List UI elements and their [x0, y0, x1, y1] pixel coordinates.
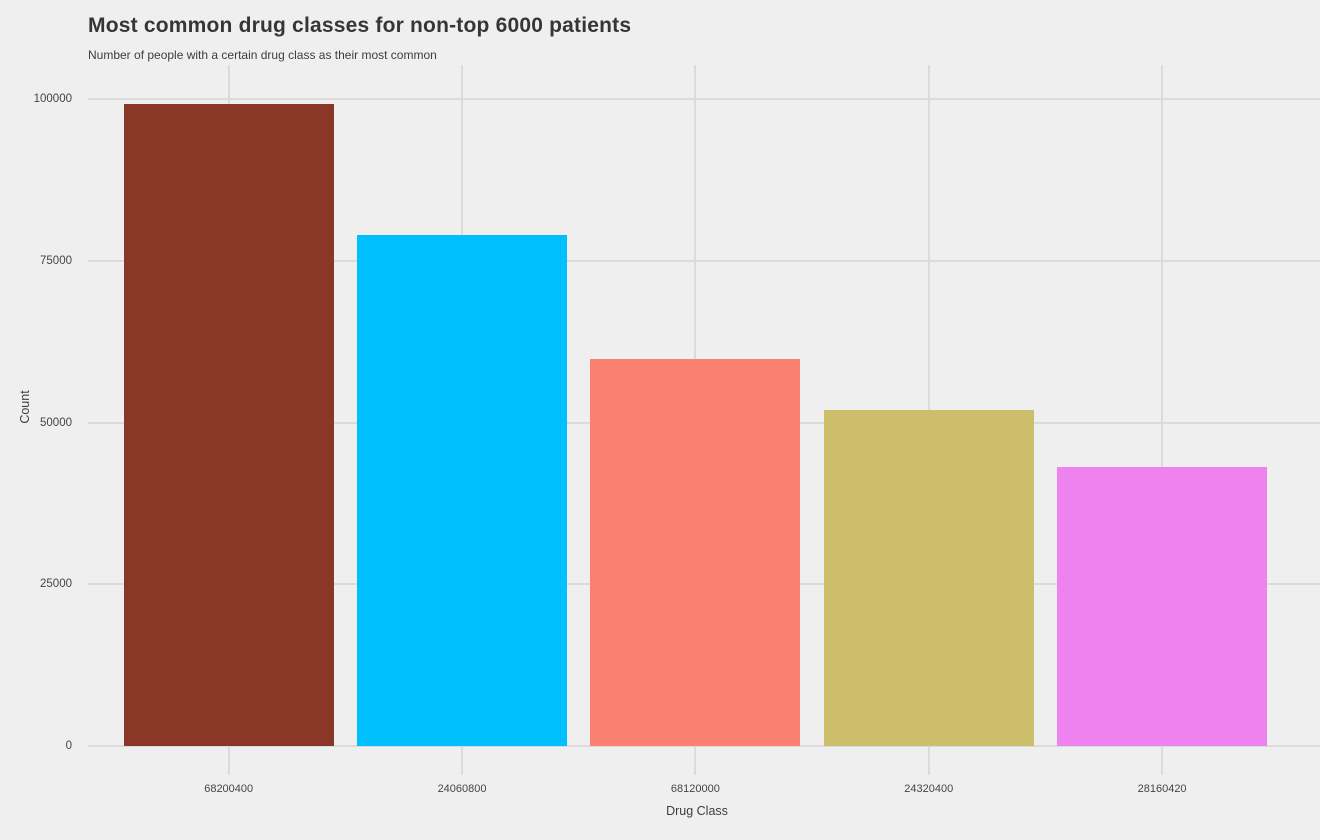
gridline-horizontal — [88, 259, 1320, 262]
x-axis-tick-label: 68120000 — [670, 783, 720, 795]
gridline-horizontal — [88, 745, 1320, 747]
chart-title: Most common drug classes for non-top 600… — [88, 14, 632, 37]
bar-68120000 — [590, 359, 801, 746]
y-axis-tick-label: 0 — [65, 740, 72, 752]
y-axis-tick-label: 25000 — [40, 578, 72, 591]
gridline-horizontal — [88, 98, 1320, 100]
y-axis-tick-label: 50000 — [40, 416, 72, 429]
x-axis-tick-label: 68200400 — [204, 783, 254, 795]
x-axis-tick-label: 24060800 — [437, 783, 487, 795]
bar-24060800 — [357, 234, 568, 746]
chart-subtitle: Number of people with a certain drug cla… — [88, 48, 437, 62]
x-axis-tick-label: 24320400 — [904, 783, 954, 795]
x-axis-title: Drug Class — [666, 804, 728, 818]
bar-28160420 — [1057, 467, 1268, 746]
bar-24320400 — [823, 410, 1034, 746]
y-axis-tick-label: 75000 — [40, 254, 72, 267]
bar-68200400 — [123, 103, 334, 746]
x-axis-tick-label: 28160420 — [1137, 783, 1187, 795]
gridline-vertical — [1161, 65, 1164, 775]
y-axis-tick-label: 100000 — [33, 93, 72, 105]
